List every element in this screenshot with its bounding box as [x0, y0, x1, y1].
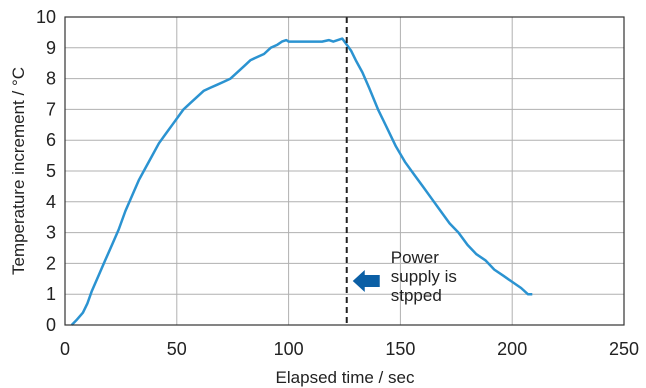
grid — [64, 16, 625, 326]
y-tick-label: 4 — [46, 192, 56, 212]
y-tick-label: 8 — [46, 69, 56, 89]
series-layer — [70, 37, 533, 326]
annotation-line: stpped — [391, 286, 442, 305]
annotation-line: Power — [391, 248, 440, 267]
y-tick-label: 1 — [46, 284, 56, 304]
x-axis-label: Elapsed time / sec — [276, 368, 415, 387]
x-tick-label: 250 — [609, 339, 639, 359]
y-tick-label: 0 — [46, 315, 56, 335]
event-annotation: Power supply is stpped — [391, 248, 457, 305]
series-line — [70, 37, 533, 326]
x-tick-label: 150 — [385, 339, 415, 359]
y-tick-label: 10 — [36, 7, 56, 27]
y-axis-label: Temperature increment / °C — [9, 67, 28, 275]
y-tick-label: 2 — [46, 253, 56, 273]
y-tick-label: 6 — [46, 130, 56, 150]
x-tick-label: 50 — [167, 339, 187, 359]
x-tick-label: 200 — [497, 339, 527, 359]
y-tick-label: 5 — [46, 161, 56, 181]
plot-frame — [64, 16, 625, 326]
y-tick-label: 9 — [46, 38, 56, 58]
y-tick-label: 3 — [46, 223, 56, 243]
x-tick-labels: 0 50 100 150 200 250 — [60, 339, 639, 359]
y-tick-labels: 0 1 2 3 4 5 6 7 8 9 10 — [36, 7, 56, 335]
arrow-left-icon — [352, 270, 380, 292]
x-tick-label: 100 — [274, 339, 304, 359]
x-tick-label: 0 — [60, 339, 70, 359]
annotation-line: supply is — [391, 267, 457, 286]
y-tick-label: 7 — [46, 99, 56, 119]
